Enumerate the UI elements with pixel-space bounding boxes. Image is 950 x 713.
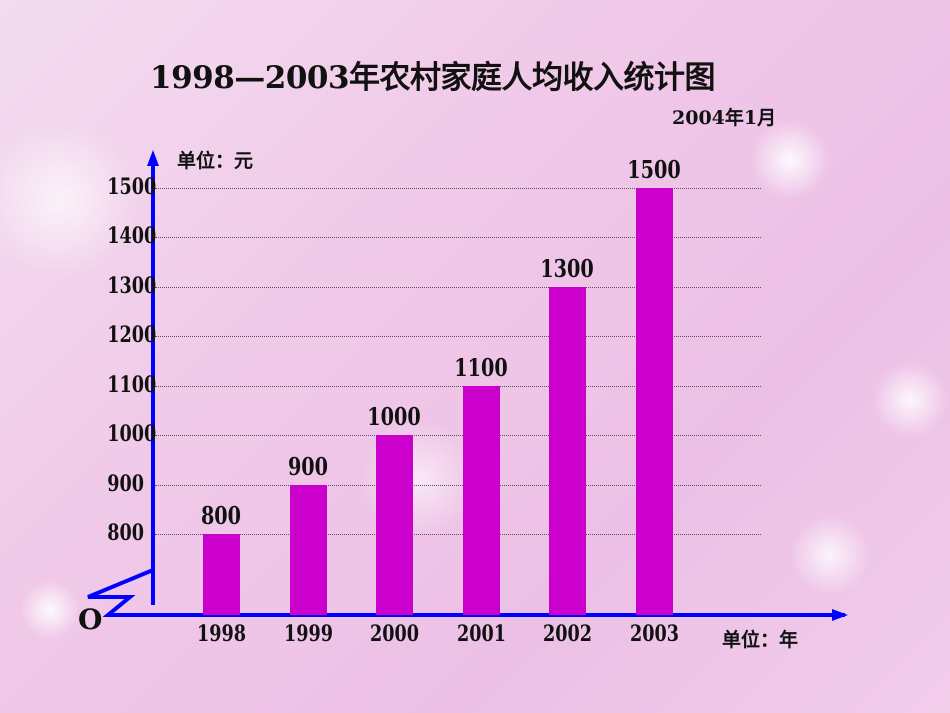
bar-2003 [636, 188, 673, 615]
x-tick-label: 1998 [197, 621, 246, 647]
x-axis-unit-label: 单位：年 [722, 629, 799, 651]
x-tick-label: 2001 [457, 621, 506, 647]
gridline-1100 [155, 386, 761, 387]
y-tick-label: 900 [107, 471, 144, 497]
gridline-800 [155, 534, 761, 535]
y-tick-label: 1500 [107, 174, 157, 200]
gridline-1200 [155, 336, 761, 337]
y-tick-label: 1000 [107, 421, 157, 447]
bar-1998 [203, 534, 240, 615]
bar-value-label: 1000 [367, 402, 421, 431]
bar-value-label: 1300 [540, 254, 594, 283]
x-axis-arrow-icon [832, 609, 848, 621]
y-axis-unit-label: 单位：元 [177, 150, 254, 172]
bar-value-label: 800 [200, 501, 242, 530]
bar-2001 [463, 386, 500, 615]
x-tick-label: 1999 [284, 621, 333, 647]
y-axis-line [87, 567, 845, 617]
bar-2000 [376, 435, 413, 615]
gridline-900 [155, 485, 761, 486]
x-tick-label: 2002 [543, 621, 592, 647]
chart-title: 1998—2003年农村家庭人均收入统计图 [150, 60, 716, 96]
y-tick-label: 800 [107, 520, 144, 546]
bar-value-label: 1100 [454, 353, 508, 382]
y-tick-label: 1100 [107, 372, 157, 398]
bar-1999 [290, 485, 327, 615]
x-tick-label: 2000 [370, 621, 419, 647]
gridline-1000 [155, 435, 761, 436]
chart-date: 2004年1月 [672, 107, 777, 129]
origin-label: O [78, 603, 103, 636]
y-tick-label: 1400 [107, 223, 157, 249]
bar-value-label: 1500 [627, 155, 681, 184]
gridline-1400 [155, 237, 761, 238]
y-tick-label: 1200 [107, 322, 157, 348]
y-axis-arrow-icon [147, 150, 159, 166]
y-tick-label: 1300 [107, 273, 157, 299]
bar-2002 [549, 287, 586, 615]
gridline-1300 [155, 287, 761, 288]
x-tick-label: 2003 [630, 621, 679, 647]
gridline-1500 [155, 188, 761, 189]
bar-value-label: 900 [287, 452, 329, 481]
